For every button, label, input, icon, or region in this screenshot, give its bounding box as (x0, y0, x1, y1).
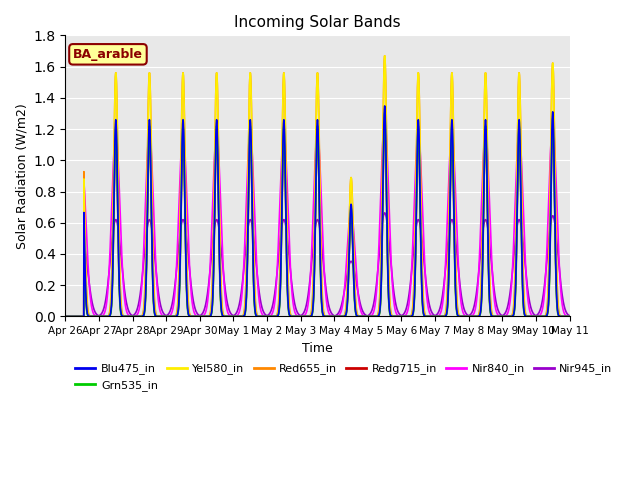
Text: BA_arable: BA_arable (73, 48, 143, 61)
Title: Incoming Solar Bands: Incoming Solar Bands (234, 15, 401, 30)
Legend: Blu475_in, Grn535_in, Yel580_in, Red655_in, Redg715_in, Nir840_in, Nir945_in: Blu475_in, Grn535_in, Yel580_in, Red655_… (71, 359, 617, 395)
X-axis label: Time: Time (302, 342, 333, 355)
Y-axis label: Solar Radiation (W/m2): Solar Radiation (W/m2) (15, 103, 28, 249)
